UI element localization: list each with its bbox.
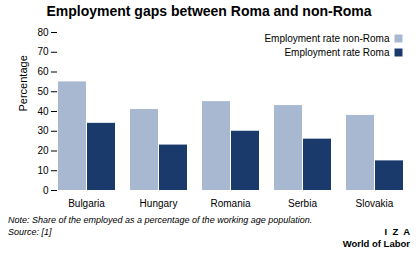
- svg-text:Percentage: Percentage: [17, 55, 29, 111]
- svg-text:0: 0: [43, 185, 49, 196]
- svg-text:20: 20: [37, 145, 49, 156]
- svg-text:Slovakia: Slovakia: [356, 198, 394, 209]
- html-text:I Z A: I Z A: [384, 226, 410, 237]
- svg-text:Hungary: Hungary: [140, 198, 178, 209]
- svg-text:Romania: Romania: [210, 198, 250, 209]
- svg-text:60: 60: [37, 66, 49, 77]
- html-text:Source: [1]: Source: [1]: [8, 227, 52, 237]
- svg-text:80: 80: [37, 27, 49, 38]
- svg-text:30: 30: [37, 125, 49, 136]
- html-text:Note: Share of the employed as: Note: Share of the employed as a percent…: [8, 215, 313, 225]
- svg-text:Employment rate non-Roma: Employment rate non-Roma: [264, 33, 389, 44]
- svg-text:Bulgaria: Bulgaria: [68, 198, 105, 209]
- svg-text:10: 10: [37, 165, 49, 176]
- html-text:Employment gaps between Roma a: Employment gaps between Roma and non-Rom…: [46, 3, 372, 19]
- svg-text:40: 40: [37, 106, 49, 117]
- svg-text:50: 50: [37, 86, 49, 97]
- html-text:World of Labor: World of Labor: [342, 238, 410, 249]
- svg-text:Employment rate Roma: Employment rate Roma: [284, 47, 389, 58]
- svg-text:70: 70: [37, 46, 49, 57]
- svg-text:Serbia: Serbia: [288, 198, 317, 209]
